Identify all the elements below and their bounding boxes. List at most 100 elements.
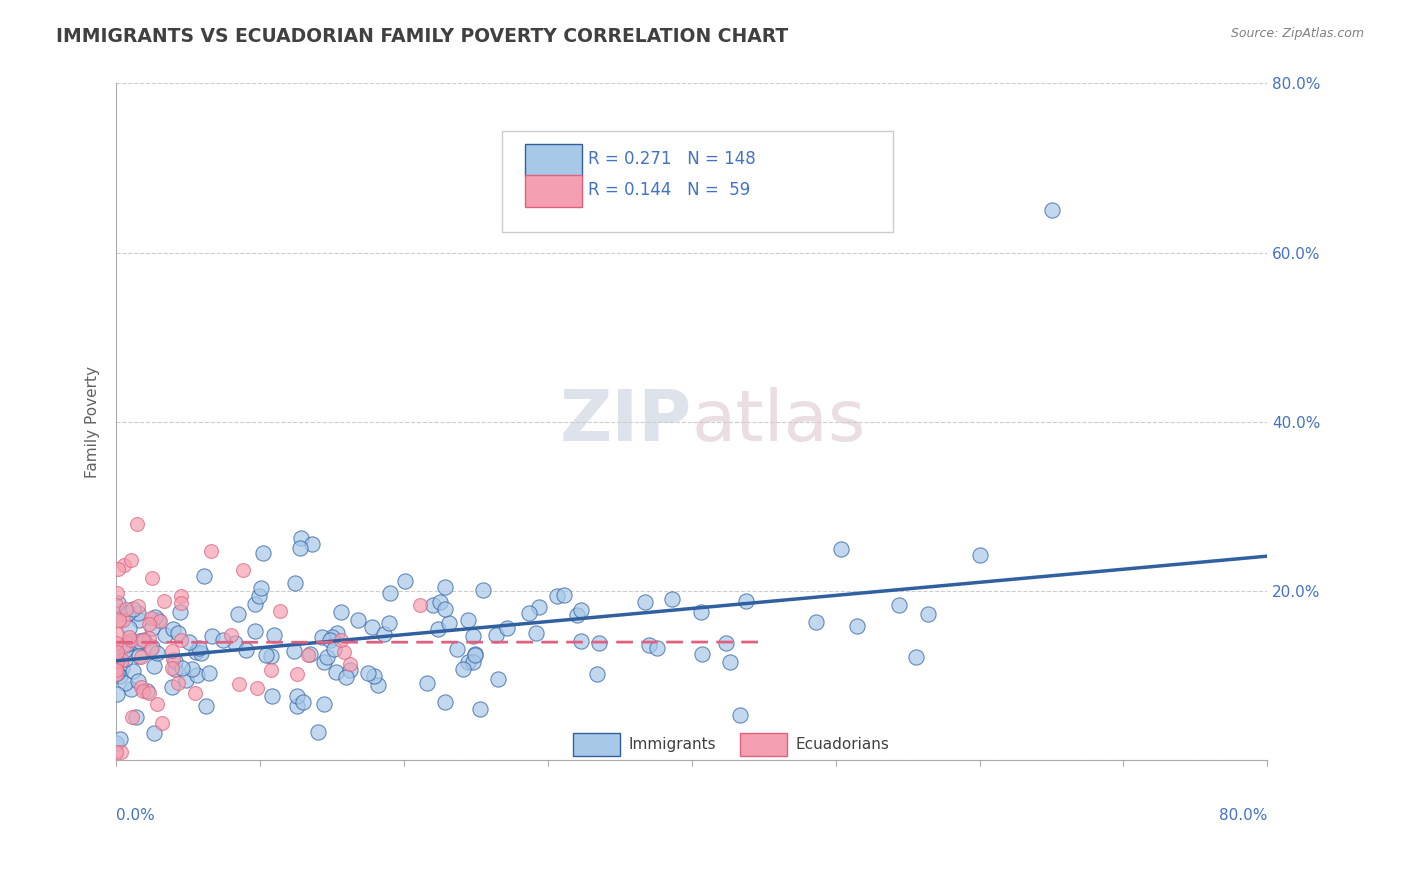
Immigrants	[661, 591, 683, 606]
Immigrants	[117, 621, 139, 635]
Immigrants	[249, 589, 271, 603]
Ecuadorians	[170, 596, 193, 610]
Immigrants	[585, 666, 607, 681]
Ecuadorians	[127, 516, 149, 531]
Immigrants	[115, 637, 138, 651]
Ecuadorians	[120, 552, 142, 566]
Ecuadorians	[408, 598, 430, 612]
Ecuadorians	[105, 663, 128, 677]
Immigrants	[335, 670, 357, 684]
Ecuadorians	[297, 648, 319, 663]
Immigrants	[446, 642, 468, 657]
Ecuadorians	[169, 590, 191, 604]
Immigrants	[136, 684, 159, 698]
Immigrants	[254, 648, 277, 662]
Y-axis label: Family Poverty: Family Poverty	[86, 366, 100, 478]
Ecuadorians	[105, 654, 128, 668]
Immigrants	[457, 613, 479, 627]
Immigrants	[299, 647, 322, 661]
Ecuadorians	[138, 617, 160, 632]
Immigrants	[105, 665, 128, 680]
Immigrants	[486, 672, 509, 686]
Immigrants	[128, 648, 150, 663]
Immigrants	[367, 678, 389, 692]
Ecuadorians	[117, 630, 139, 644]
Immigrants	[553, 588, 575, 602]
Immigrants	[153, 628, 176, 642]
Ecuadorians	[111, 652, 134, 666]
Ecuadorians	[107, 561, 129, 575]
Immigrants	[1040, 203, 1063, 218]
Immigrants	[108, 607, 131, 621]
Immigrants	[250, 582, 273, 596]
Immigrants	[142, 726, 165, 740]
Immigrants	[243, 597, 266, 611]
Immigrants	[120, 682, 142, 697]
Immigrants	[111, 604, 134, 618]
Immigrants	[638, 638, 661, 652]
Immigrants	[433, 602, 456, 616]
Ecuadorians	[115, 602, 138, 616]
Immigrants	[429, 595, 451, 609]
Immigrants	[472, 583, 495, 598]
Ecuadorians	[162, 651, 184, 665]
Immigrants	[339, 664, 361, 678]
Immigrants	[301, 536, 323, 550]
FancyBboxPatch shape	[740, 732, 787, 756]
Immigrants	[426, 623, 449, 637]
Immigrants	[190, 646, 212, 660]
Ecuadorians	[132, 683, 155, 698]
Immigrants	[416, 676, 439, 690]
Immigrants	[969, 548, 991, 562]
Immigrants	[330, 605, 353, 619]
Ecuadorians	[141, 571, 163, 585]
Immigrants	[889, 599, 911, 613]
Ecuadorians	[170, 632, 193, 647]
Ecuadorians	[131, 680, 153, 694]
Immigrants	[198, 666, 221, 681]
Immigrants	[457, 655, 479, 669]
Immigrants	[107, 596, 129, 610]
Immigrants	[179, 635, 201, 649]
Immigrants	[143, 610, 166, 624]
Immigrants	[468, 702, 491, 716]
Immigrants	[165, 654, 187, 668]
Immigrants	[378, 585, 401, 599]
Immigrants	[316, 649, 339, 664]
Immigrants	[181, 663, 204, 677]
Immigrants	[127, 606, 149, 620]
Immigrants	[645, 641, 668, 656]
Ecuadorians	[150, 716, 173, 731]
Ecuadorians	[160, 644, 183, 658]
Text: IMMIGRANTS VS ECUADORIAN FAMILY POVERTY CORRELATION CHART: IMMIGRANTS VS ECUADORIAN FAMILY POVERTY …	[56, 27, 789, 45]
Ecuadorians	[111, 613, 134, 627]
Text: Immigrants: Immigrants	[628, 737, 716, 752]
Immigrants	[311, 630, 333, 644]
Ecuadorians	[162, 661, 184, 675]
Immigrants	[325, 665, 347, 680]
Immigrants	[121, 601, 143, 615]
Immigrants	[290, 532, 312, 546]
Text: 0.0%: 0.0%	[117, 808, 155, 822]
Ecuadorians	[132, 632, 155, 647]
Immigrants	[804, 615, 827, 630]
Ecuadorians	[330, 633, 353, 648]
Immigrants	[114, 652, 136, 666]
Immigrants	[718, 655, 741, 669]
Immigrants	[283, 576, 305, 591]
FancyBboxPatch shape	[574, 732, 620, 756]
Immigrants	[735, 593, 758, 607]
Immigrants	[127, 636, 149, 650]
Immigrants	[252, 546, 274, 560]
Immigrants	[186, 668, 208, 682]
Immigrants	[314, 697, 336, 711]
Ecuadorians	[105, 627, 128, 641]
Immigrants	[464, 648, 486, 662]
Text: R = 0.144   N =  59: R = 0.144 N = 59	[588, 181, 751, 200]
Ecuadorians	[129, 650, 152, 665]
Immigrants	[114, 643, 136, 657]
Ecuadorians	[112, 558, 135, 573]
Immigrants	[172, 661, 194, 675]
Ecuadorians	[105, 635, 128, 649]
Immigrants	[346, 613, 368, 627]
